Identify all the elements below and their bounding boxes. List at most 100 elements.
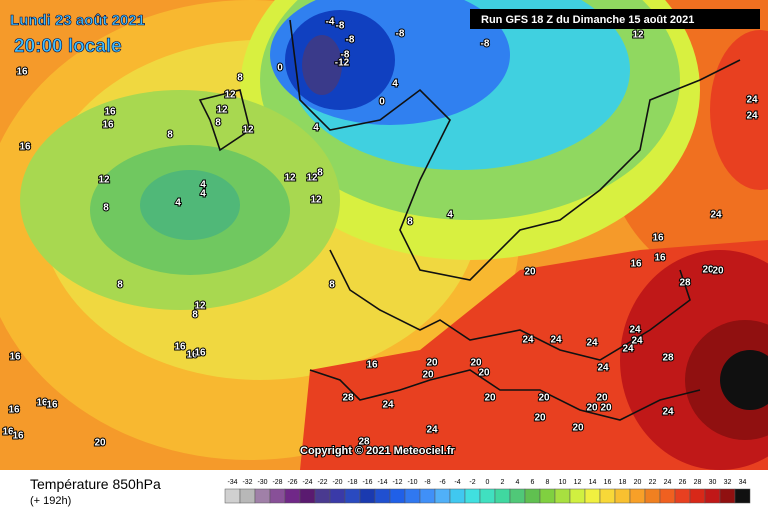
map-value-label: 4 [200,180,206,191]
copyright: Copyright © 2021 Meteociel.fr [300,445,456,457]
map-value-label: -8 [346,35,355,46]
legend-swatch [599,488,616,504]
legend-swatch [329,488,346,504]
legend-swatch [629,488,646,504]
legend-tick-label: -12 [392,479,402,486]
map-value-label: 16 [12,431,24,442]
legend-tick-label: -32 [242,479,252,486]
map-date: Lundi 23 août 2021 [10,12,145,29]
map-value-label: 24 [522,335,534,346]
legend-tick-label: 28 [694,479,702,486]
legend-swatch [509,488,526,504]
map-value-label: 20 [586,403,598,414]
map-value-label: 16 [2,427,14,438]
map-value-label: 8 [317,168,323,179]
map-value-label: 24 [662,407,674,418]
map-value-label: 12 [306,173,318,184]
map-value-label: 8 [167,130,173,141]
legend-swatch [689,488,706,504]
legend-tick-label: -4 [454,479,460,486]
legend-tick-label: 30 [709,479,717,486]
legend-swatch [539,488,556,504]
legend-tick-label: -2 [469,479,475,486]
map-value-label: 4 [200,189,206,200]
map-value-label: 4 [313,123,319,134]
map-value-label: 12 [98,175,110,186]
legend-tick-label: 2 [501,479,505,486]
legend-swatch [719,488,736,504]
legend-swatch [584,488,601,504]
map-time: 20:00 locale [14,36,122,57]
legend-tick-label: 8 [546,479,550,486]
map-value-label: 16 [630,259,642,270]
legend-swatch [404,488,421,504]
map-value-label: 8 [117,280,123,291]
legend-tick-label: 34 [739,479,747,486]
legend-tick-label: 10 [559,479,567,486]
map-value-label: 12 [216,105,228,116]
map-value-label: -8 [396,29,405,40]
map-value-label: 28 [342,393,354,404]
legend-swatch [659,488,676,504]
legend-swatch [374,488,391,504]
legend-swatch [434,488,451,504]
map-value-label: 20 [572,423,584,434]
map-value-label: 16 [104,107,116,118]
map-value-label: 20 [422,370,434,381]
map-value-label: 0 [277,63,283,74]
legend-swatch [284,488,301,504]
map-value-label: -8 [481,39,490,50]
legend-tick-label: 12 [574,479,582,486]
map-value-label: 8 [192,310,198,321]
legend-swatch [644,488,661,504]
map-labels: 1616161612881616161616162016161681281212… [1,16,759,450]
map-background [0,0,768,470]
legend-swatch [314,488,331,504]
map-value-label: 16 [186,350,198,361]
map-value-label: 8 [329,280,335,291]
map-value-label: -8 [341,50,350,61]
map-value-label: 28 [358,437,370,448]
map-value-label: 16 [652,233,664,244]
map-value-label: 16 [194,348,206,359]
legend-tick-label: 24 [664,479,672,486]
legend-tick-label: 18 [619,479,627,486]
legend-tick-label: 6 [531,479,535,486]
map-value-label: 16 [16,67,28,78]
map-value-label: 16 [174,342,186,353]
map-value-label: 16 [46,400,58,411]
legend-tick-label: -30 [257,479,267,486]
map-value-label: 8 [215,118,221,129]
map-value-label: 20 [712,266,724,277]
legend-tick-label: -10 [407,479,417,486]
legend-swatch [344,488,361,504]
legend-swatch [734,488,751,504]
legend-swatch [479,488,496,504]
legend-tick-label: -22 [317,479,327,486]
map-value-label: 20 [596,393,608,404]
map-value-label: 20 [538,393,550,404]
legend-tick-label: -6 [439,479,445,486]
map-value-label: 20 [702,265,714,276]
map-value-label: 0 [379,97,385,108]
legend-swatch [299,488,316,504]
map-value-label: 12 [284,173,296,184]
map-value-label: 24 [631,336,643,347]
map-value-label: 16 [8,405,20,416]
legend-tick-label: 32 [724,479,732,486]
map-value-label: 12 [632,30,644,41]
legend-tick-label: 14 [589,479,597,486]
map-value-label: 16 [19,142,31,153]
legend-swatch [704,488,721,504]
map-value-label: -12 [335,58,350,69]
legend-tick-label: -20 [332,479,342,486]
map-value-label: -4 [326,17,335,28]
map-value-label: 16 [102,120,114,131]
map-value-label: 20 [484,393,496,404]
legend-swatch [389,488,406,504]
legend-swatch [569,488,586,504]
map-value-label: 4 [447,210,453,221]
legend-tick-label: -28 [272,479,282,486]
legend-tick-label: 26 [679,479,687,486]
map-value-label: 28 [679,278,691,289]
